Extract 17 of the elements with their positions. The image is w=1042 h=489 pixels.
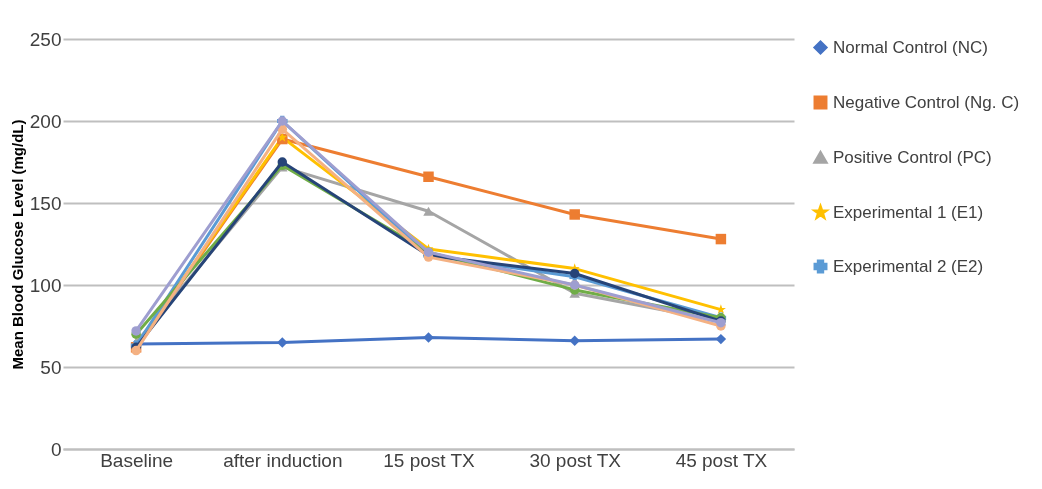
x-tick-label: 30 post TX xyxy=(529,449,622,471)
y-tick-label: 100 xyxy=(29,274,62,296)
y-tick-label: 200 xyxy=(29,110,62,132)
x-tick-label: after induction xyxy=(223,449,343,471)
y-tick-label: 250 xyxy=(29,28,62,50)
legend-label: Positive Control (PC) xyxy=(833,147,992,167)
y-tick-label: 0 xyxy=(50,438,62,460)
legend-label: Experimental 2 (E2) xyxy=(833,256,984,276)
legend-label: Experimental 1 (E1) xyxy=(833,202,984,222)
x-tick-label: 15 post TX xyxy=(383,449,476,471)
y-tick-label: 150 xyxy=(29,192,62,214)
y-tick-label: 50 xyxy=(40,356,62,378)
y-axis-title: Mean Blood Glucose Level (mg/dL) xyxy=(8,119,26,370)
legend-label: Negative Control (Ng. C) xyxy=(833,92,1020,112)
x-tick-label: Baseline xyxy=(100,449,174,471)
legend-label: Normal Control (NC) xyxy=(833,37,988,57)
x-tick-label: 45 post TX xyxy=(675,449,768,471)
